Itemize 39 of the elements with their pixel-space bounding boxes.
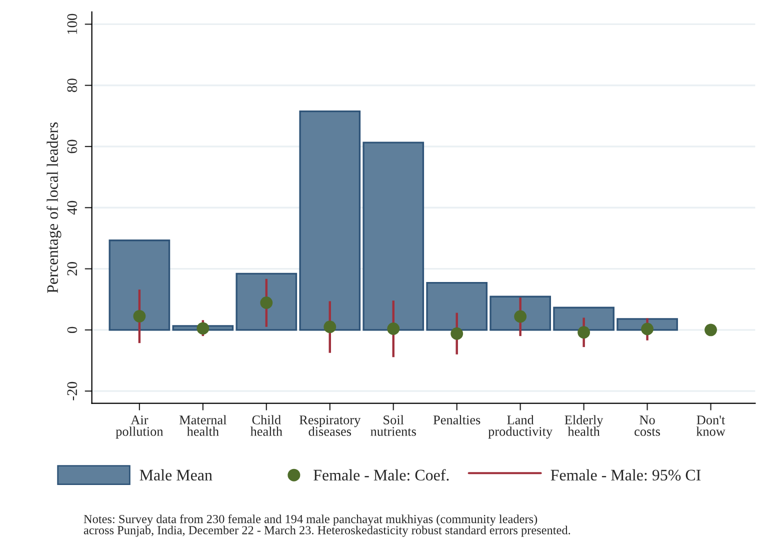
y-axis-title: Percentage of local leaders xyxy=(46,122,62,293)
point xyxy=(387,322,400,335)
bar xyxy=(490,296,551,331)
x-tick-label: Elderly health xyxy=(564,415,604,436)
bar xyxy=(108,240,170,331)
point xyxy=(704,324,717,336)
point xyxy=(133,310,146,322)
y-tick-label: 100 xyxy=(67,14,78,34)
y-tick-label: -20 xyxy=(67,382,78,400)
legend-label: Female - Male: 95% CI xyxy=(550,469,701,481)
bar xyxy=(362,142,424,331)
point xyxy=(514,310,527,323)
point xyxy=(260,296,273,309)
x-tick-label: Respiratory diseases xyxy=(299,415,361,436)
y-tick-label: 0 xyxy=(67,326,78,334)
x-tick-label: Land productivity xyxy=(488,415,553,439)
bar xyxy=(553,306,614,331)
legend-label: Male Mean xyxy=(140,469,212,481)
point xyxy=(450,327,464,340)
x-tick-label: Maternal health xyxy=(179,415,226,436)
text: Notes: Survey data from 230 female and 194 male panchayat mukhiyas (community leaders) across Punjab, India, December 22 - March 23. Heteroskedasticity robust standard errors presented. xyxy=(84,514,570,537)
x-tick-label: Soil nutrients xyxy=(370,415,416,436)
y-tick-label: 20 xyxy=(67,262,78,276)
x-tick-label: Penalties xyxy=(433,415,480,424)
x-tick-label: Air pollution xyxy=(116,416,164,439)
bar xyxy=(299,110,361,331)
y-tick-label: 60 xyxy=(67,140,78,154)
point xyxy=(196,322,210,335)
point xyxy=(324,320,336,334)
y-tick-label: 40 xyxy=(67,200,78,215)
bar xyxy=(236,272,298,331)
x-tick-label: Child health xyxy=(250,415,282,436)
point xyxy=(578,326,590,339)
bar xyxy=(426,282,488,331)
x-tick-label: No costs xyxy=(634,416,660,436)
legend-label: Female - Male: Coef. xyxy=(314,469,449,481)
point xyxy=(641,322,654,336)
x-tick-label: Don't know xyxy=(696,416,726,436)
y-tick-label: 80 xyxy=(67,78,78,92)
